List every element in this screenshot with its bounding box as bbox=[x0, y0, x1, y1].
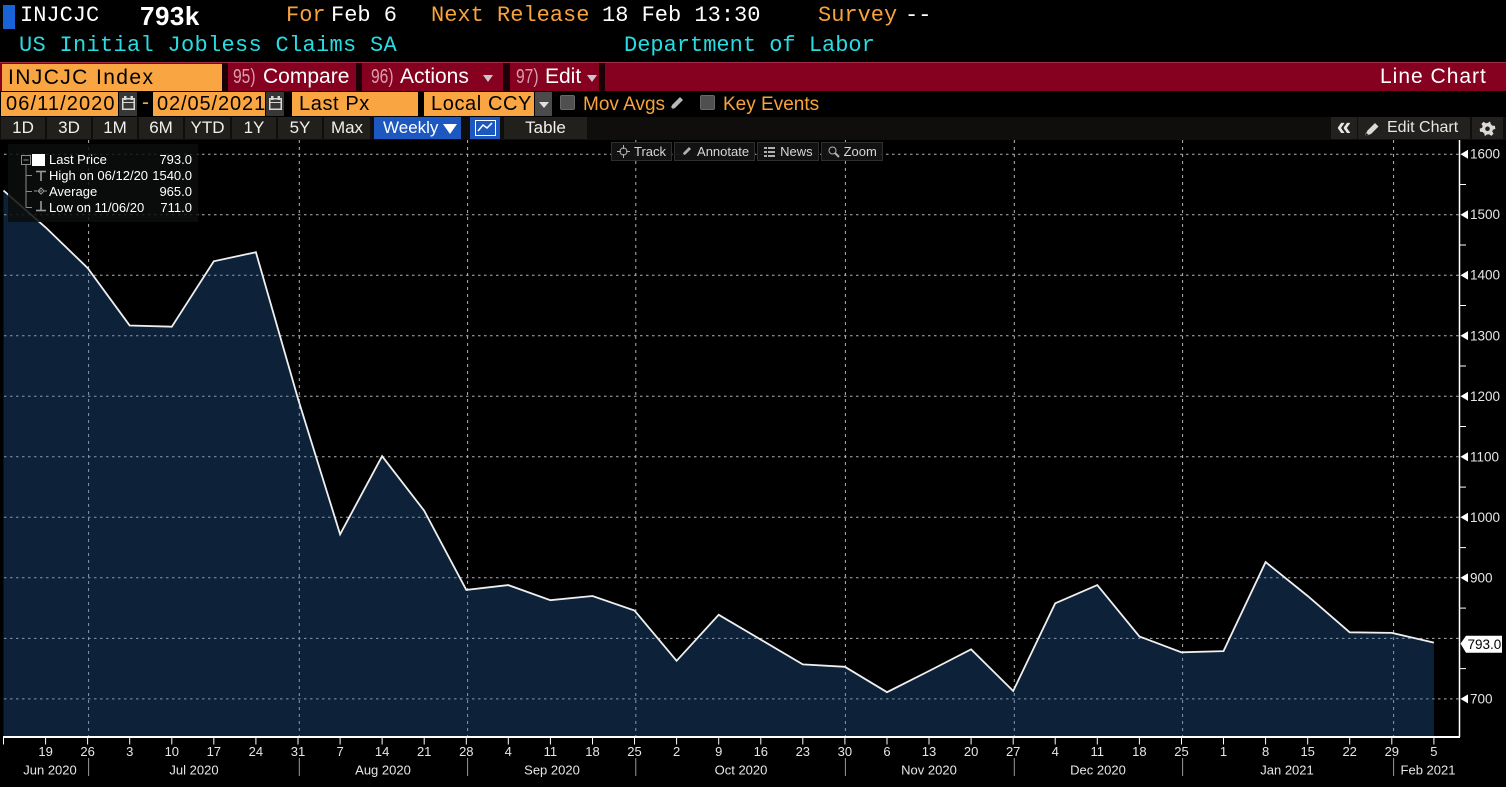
svg-text:1: 1 bbox=[1220, 744, 1227, 759]
svg-text:700: 700 bbox=[1470, 691, 1493, 706]
svg-text:28: 28 bbox=[459, 744, 473, 759]
svg-text:Jul 2020: Jul 2020 bbox=[169, 763, 218, 778]
svg-text:10: 10 bbox=[165, 744, 179, 759]
svg-text:24: 24 bbox=[249, 744, 263, 759]
svg-text:8: 8 bbox=[1262, 744, 1269, 759]
svg-text:Dec 2020: Dec 2020 bbox=[1070, 763, 1126, 778]
svg-text:23: 23 bbox=[796, 744, 810, 759]
svg-text:1500: 1500 bbox=[1470, 207, 1500, 222]
svg-text:1100: 1100 bbox=[1470, 449, 1499, 464]
svg-text:19: 19 bbox=[38, 744, 52, 759]
svg-text:15: 15 bbox=[1300, 744, 1314, 759]
svg-text:18: 18 bbox=[585, 744, 599, 759]
svg-text:25: 25 bbox=[627, 744, 641, 759]
svg-text:793.0: 793.0 bbox=[1468, 637, 1502, 652]
svg-text:3: 3 bbox=[126, 744, 133, 759]
svg-text:4: 4 bbox=[1052, 744, 1059, 759]
svg-text:25: 25 bbox=[1174, 744, 1188, 759]
svg-text:5: 5 bbox=[1430, 744, 1437, 759]
svg-text:900: 900 bbox=[1470, 570, 1493, 585]
svg-text:18: 18 bbox=[1132, 744, 1146, 759]
svg-text:1400: 1400 bbox=[1470, 268, 1500, 283]
svg-text:22: 22 bbox=[1342, 744, 1356, 759]
svg-text:1000: 1000 bbox=[1470, 510, 1500, 525]
svg-text:6: 6 bbox=[883, 744, 890, 759]
svg-text:1600: 1600 bbox=[1470, 147, 1500, 162]
svg-text:16: 16 bbox=[754, 744, 768, 759]
svg-text:Aug 2020: Aug 2020 bbox=[355, 763, 411, 778]
svg-text:27: 27 bbox=[1006, 744, 1020, 759]
svg-text:1300: 1300 bbox=[1470, 328, 1500, 343]
svg-text:Feb 2021: Feb 2021 bbox=[1401, 763, 1456, 778]
svg-text:9: 9 bbox=[715, 744, 722, 759]
svg-text:14: 14 bbox=[375, 744, 389, 759]
svg-text:17: 17 bbox=[207, 744, 221, 759]
svg-text:2: 2 bbox=[673, 744, 680, 759]
svg-text:Oct 2020: Oct 2020 bbox=[715, 763, 768, 778]
svg-text:30: 30 bbox=[838, 744, 852, 759]
svg-text:4: 4 bbox=[505, 744, 512, 759]
svg-text:Nov 2020: Nov 2020 bbox=[901, 763, 957, 778]
svg-text:7: 7 bbox=[336, 744, 343, 759]
svg-text:21: 21 bbox=[417, 744, 431, 759]
svg-text:13: 13 bbox=[922, 744, 936, 759]
svg-text:1200: 1200 bbox=[1470, 389, 1500, 404]
svg-text:Sep 2020: Sep 2020 bbox=[524, 763, 580, 778]
svg-text:20: 20 bbox=[964, 744, 978, 759]
svg-text:31: 31 bbox=[291, 744, 305, 759]
svg-text:Jun 2020: Jun 2020 bbox=[23, 763, 77, 778]
svg-text:11: 11 bbox=[544, 744, 558, 759]
svg-text:29: 29 bbox=[1385, 744, 1399, 759]
svg-text:26: 26 bbox=[80, 744, 94, 759]
svg-text:Jan 2021: Jan 2021 bbox=[1260, 763, 1314, 778]
svg-text:11: 11 bbox=[1091, 744, 1105, 759]
